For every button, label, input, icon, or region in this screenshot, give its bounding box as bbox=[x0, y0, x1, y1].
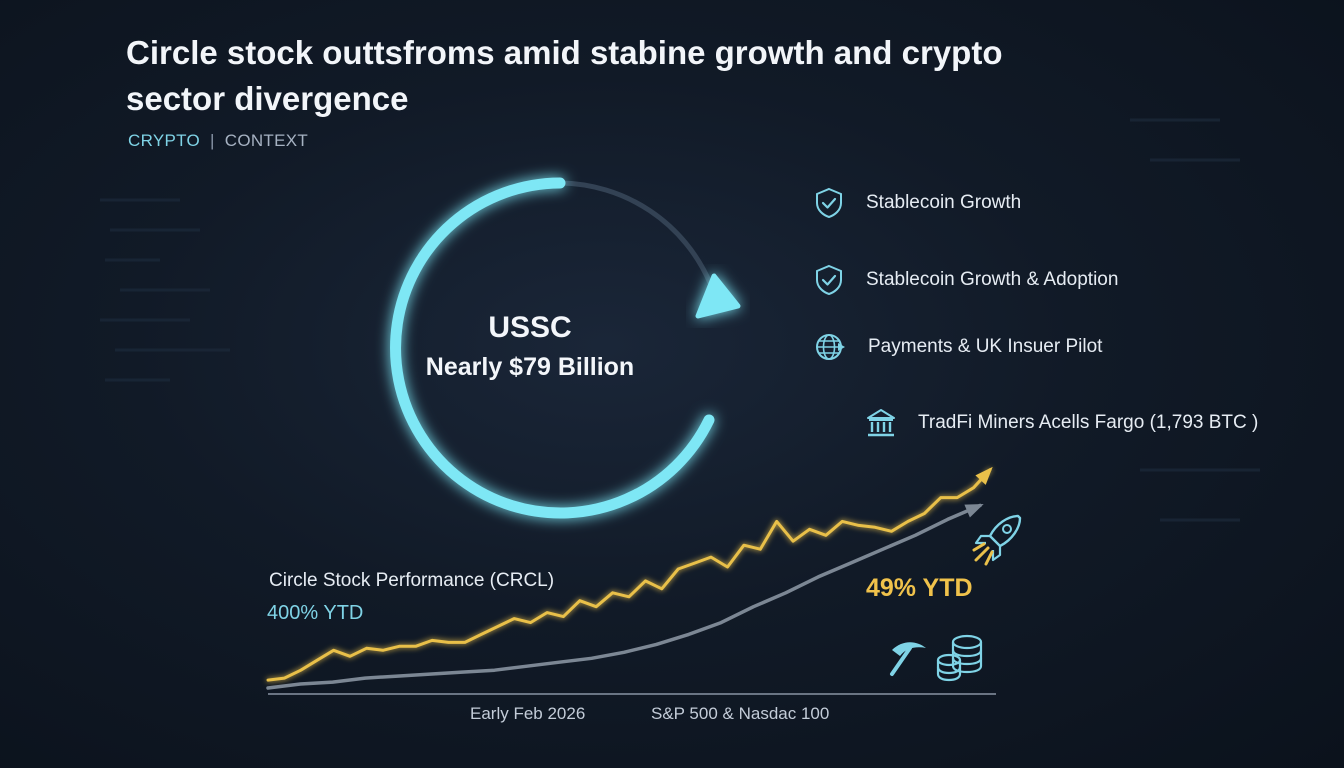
chart-title: Circle Stock Performance (CRCL) bbox=[269, 570, 555, 591]
crcl-ytd-value: 400% YTD bbox=[267, 602, 364, 624]
globe-icon bbox=[816, 334, 845, 360]
index-ytd-value: 49% YTD bbox=[866, 574, 973, 602]
tag-row: CRYPTO | CONTEXT bbox=[128, 131, 308, 151]
legend-item-stablecoin-adoption: Stablecoin Growth & Adoption bbox=[814, 264, 1118, 296]
legend-label: Stablecoin Growth & Adoption bbox=[866, 269, 1119, 290]
legend-label: Stablecoin Growth bbox=[866, 192, 1022, 213]
tag-crypto[interactable]: CRYPTO bbox=[128, 131, 201, 150]
bank-icon bbox=[867, 409, 895, 437]
series-line-0 bbox=[266, 468, 992, 682]
legend-label: TradFi Miners Acells Fargo (1,793 BTC ) bbox=[918, 412, 1259, 433]
series-arrowhead-1 bbox=[964, 504, 984, 518]
series-arrowhead-0 bbox=[975, 466, 993, 485]
ring-subtitle: Nearly $79 Billion bbox=[425, 353, 635, 381]
coin-stack-icon bbox=[936, 634, 983, 682]
rocket-icon bbox=[972, 514, 1022, 566]
ring-title: USSC bbox=[488, 311, 572, 344]
page-title: Circle stock outtsfroms amid stabine gro… bbox=[126, 34, 1003, 117]
legend-item-tradfi: TradFi Miners Acells Fargo (1,793 BTC ) bbox=[866, 407, 1258, 439]
legend-item-stablecoin-growth: Stablecoin Growth bbox=[814, 187, 1021, 219]
legend-item-payments: Payments & UK Insuer Pilot bbox=[814, 331, 1102, 363]
pickaxe-icon bbox=[890, 642, 926, 676]
ring-label: USSC Nearly $79 Billion bbox=[380, 310, 680, 384]
tag-separator: | bbox=[210, 131, 215, 150]
series-line-1 bbox=[266, 503, 982, 690]
performance-chart bbox=[266, 466, 996, 695]
ring-arrowhead bbox=[695, 273, 741, 319]
tag-context[interactable]: CONTEXT bbox=[224, 131, 309, 150]
ring-arc bbox=[390, 177, 715, 519]
shield-check-icon bbox=[816, 187, 842, 219]
shield-check-icon bbox=[816, 264, 842, 296]
x-tick-label: Early Feb 2026 bbox=[470, 704, 586, 723]
legend-label: Payments & UK Insuer Pilot bbox=[868, 336, 1103, 357]
circular-arrow bbox=[390, 177, 741, 519]
x-tick-label: S&P 500 & Nasdac 100 bbox=[651, 704, 830, 723]
